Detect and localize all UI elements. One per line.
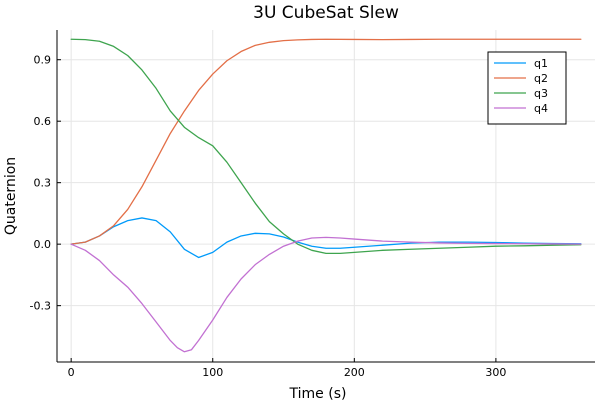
legend-box xyxy=(487,51,567,125)
x-tick-label: 300 xyxy=(485,366,506,379)
y-axis-label: Quaternion xyxy=(3,157,19,235)
y-tick-label: 0.0 xyxy=(34,238,52,251)
x-tick-label: 200 xyxy=(344,366,365,379)
y-tick-label: 0.6 xyxy=(34,115,52,128)
legend-label-q2: q2 xyxy=(534,72,548,85)
series-line-q3 xyxy=(70,38,582,255)
chart-title: 3U CubeSat Slew xyxy=(253,3,399,23)
legend: q1 q2 q3 q4 xyxy=(487,51,567,125)
y-tick-label: -0.3 xyxy=(30,300,51,313)
x-tick-label: 100 xyxy=(202,366,223,379)
axes xyxy=(56,30,595,363)
series-line-q4 xyxy=(70,236,582,353)
y-tick-label: 0.3 xyxy=(34,177,52,190)
x-axis-label: Time (s) xyxy=(289,386,347,400)
x-tick-label: 0 xyxy=(68,366,75,379)
series-line-q2 xyxy=(70,38,582,245)
y-ticks: -0.3 0.0 0.3 0.6 0.9 xyxy=(30,54,61,313)
series-line-q1 xyxy=(70,217,582,259)
series-group xyxy=(70,38,582,353)
legend-label-q3: q3 xyxy=(534,87,548,100)
legend-label-q1: q1 xyxy=(534,57,548,70)
x-ticks: 0 100 200 300 xyxy=(68,358,506,379)
y-tick-label: 0.9 xyxy=(34,54,52,67)
legend-label-q4: q4 xyxy=(534,102,548,115)
